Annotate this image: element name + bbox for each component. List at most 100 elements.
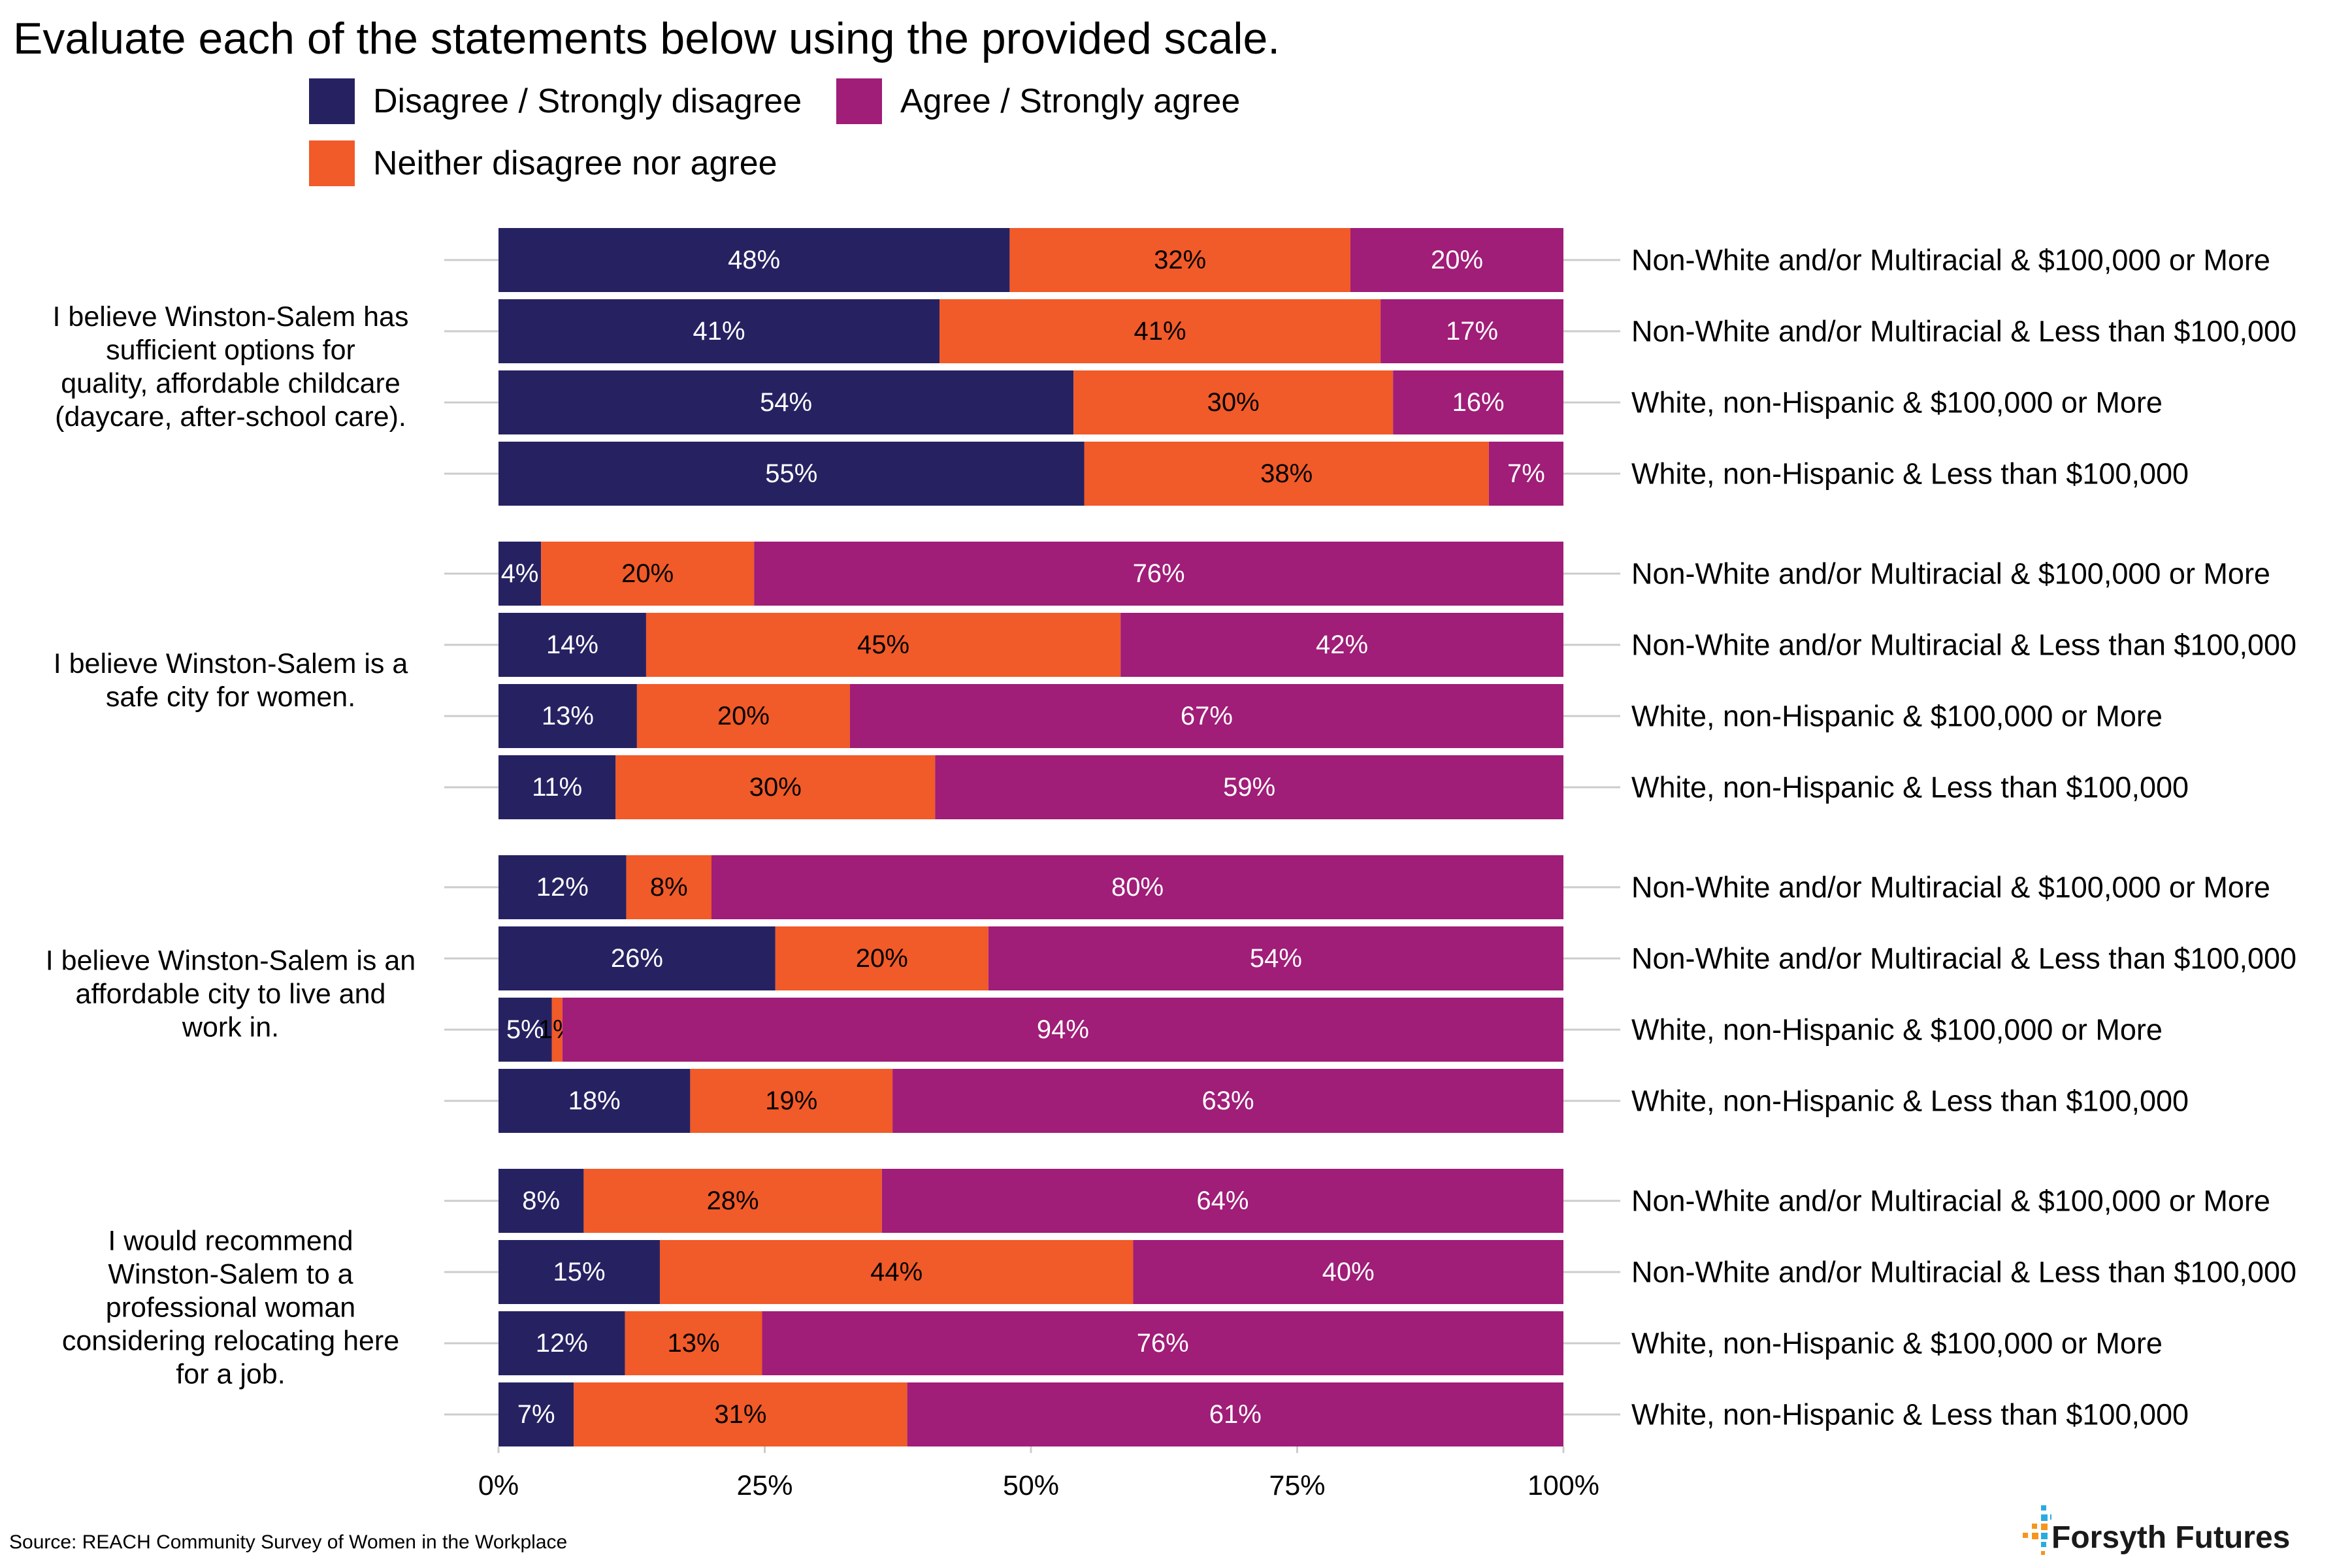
data-label-neither-g4-r4: 31% <box>714 1400 766 1429</box>
data-label-agree-g4-r1: 64% <box>1196 1186 1249 1215</box>
x-tick-label: 50% <box>1003 1470 1059 1501</box>
data-label-neither-g1-r1: 32% <box>1154 246 1206 274</box>
data-label-agree-g4-r4: 61% <box>1209 1400 1262 1429</box>
bar-disagree-g2-r2 <box>498 613 646 677</box>
bar-disagree-g2-r4 <box>498 755 616 819</box>
category-label-g1-r4: White, non-Hispanic & Less than $100,000 <box>1631 457 2189 491</box>
category-label-g4-r2: Non-White and/or Multiracial & Less than… <box>1631 1256 2296 1289</box>
statement-label-g3-line1: I believe Winston-Salem is an <box>46 945 416 977</box>
chart-title: Evaluate each of the statements below us… <box>13 14 1281 63</box>
bar-agree-g4-r1 <box>881 1169 1563 1233</box>
category-label-g4-r3: White, non-Hispanic & $100,000 or More <box>1631 1327 2163 1360</box>
data-label-neither-g2-r3: 20% <box>717 702 770 730</box>
data-label-agree-g1-r2: 17% <box>1446 317 1498 346</box>
bar-agree-g4-r2 <box>1133 1240 1563 1304</box>
data-label-disagree-g2-r2: 14% <box>546 630 598 659</box>
bar-agree-g3-r2 <box>988 926 1563 990</box>
data-label-neither-g4-r2: 44% <box>870 1258 923 1286</box>
data-label-agree-g3-r2: 54% <box>1250 944 1302 973</box>
statement-label-g3-line3: work in. <box>182 1012 279 1043</box>
bar-disagree-g3-r4 <box>498 1069 691 1133</box>
data-label-agree-g2-r1: 76% <box>1133 559 1185 588</box>
bar-neither-g3-r2 <box>775 926 988 990</box>
x-tick-label: 75% <box>1269 1470 1325 1501</box>
x-tick-label: 25% <box>736 1470 792 1501</box>
statement-label-g4-line5: for a job. <box>176 1359 285 1390</box>
bar-disagree-g4-r2 <box>498 1240 660 1304</box>
category-label-g1-r2: Non-White and/or Multiracial & Less than… <box>1631 315 2296 348</box>
data-label-agree-g3-r3: 94% <box>1037 1015 1089 1044</box>
legend-item-neither: Neither disagree nor agree <box>309 140 777 186</box>
data-label-disagree-g1-r2: 41% <box>693 317 745 346</box>
data-label-neither-g4-r1: 28% <box>707 1186 759 1215</box>
bar-disagree-g1-r1 <box>498 228 1010 292</box>
legend-item-disagree: Disagree / Strongly disagree <box>309 78 802 124</box>
bar-disagree-g2-r3 <box>498 684 637 748</box>
category-label-g3-r4: White, non-Hispanic & Less than $100,000 <box>1631 1085 2189 1118</box>
statement-label-g2-line2: safe city for women. <box>106 681 355 713</box>
legend-swatch-disagree <box>309 78 355 124</box>
data-label-neither-g1-r4: 38% <box>1260 459 1313 488</box>
data-label-disagree-g1-r3: 54% <box>760 388 812 417</box>
bar-agree-g1-r3 <box>1393 370 1563 434</box>
category-label-g1-r1: Non-White and/or Multiracial & $100,000 … <box>1631 244 2270 277</box>
bar-disagree-g2-r1 <box>498 542 542 606</box>
data-label-agree-g4-r3: 76% <box>1137 1329 1189 1358</box>
legend-swatch-neither <box>309 140 355 186</box>
x-tick-label: 0% <box>478 1470 519 1501</box>
statement-label-g4-line3: professional woman <box>106 1292 355 1324</box>
data-label-agree-g1-r1: 20% <box>1431 246 1483 274</box>
bar-disagree-g1-r2 <box>498 299 940 363</box>
bar-neither-g2-r2 <box>645 613 1121 677</box>
bar-neither-g4-r4 <box>574 1382 907 1446</box>
bar-neither-g3-r1 <box>626 855 711 919</box>
legend-swatch-agree <box>836 78 882 124</box>
source-note: Source: REACH Community Survey of Women … <box>9 1531 568 1553</box>
data-label-neither-g4-r3: 13% <box>668 1329 720 1358</box>
data-label-disagree-g4-r4: 7% <box>517 1400 555 1429</box>
data-label-disagree-g1-r4: 55% <box>765 459 817 488</box>
data-label-disagree-g2-r1: 4% <box>501 559 539 588</box>
legend-label-neither: Neither disagree nor agree <box>373 144 777 182</box>
bar-agree-g2-r2 <box>1120 613 1563 677</box>
data-label-disagree-g3-r1: 12% <box>536 873 589 902</box>
category-label-g4-r1: Non-White and/or Multiracial & $100,000 … <box>1631 1184 2270 1218</box>
bar-neither-g1-r3 <box>1073 370 1394 434</box>
bar-neither-g2-r4 <box>615 755 936 819</box>
bar-agree-g3-r1 <box>711 855 1563 919</box>
data-label-disagree-g1-r1: 48% <box>728 246 780 274</box>
data-label-agree-g2-r2: 42% <box>1316 630 1368 659</box>
statement-label-g4-line4: considering relocating here <box>62 1326 399 1357</box>
category-label-g3-r2: Non-White and/or Multiracial & Less than… <box>1631 942 2296 975</box>
bar-neither-g1-r1 <box>1009 228 1350 292</box>
legend-label-agree: Agree / Strongly agree <box>900 82 1241 120</box>
bar-disagree-g1-r3 <box>498 370 1074 434</box>
bar-disagree-g3-r2 <box>498 926 776 990</box>
category-label-g3-r1: Non-White and/or Multiracial & $100,000 … <box>1631 871 2270 904</box>
data-label-disagree-g2-r4: 11% <box>532 773 582 802</box>
category-label-g2-r4: White, non-Hispanic & Less than $100,000 <box>1631 771 2189 804</box>
data-label-agree-g3-r4: 63% <box>1202 1086 1254 1115</box>
bar-neither-g4-r2 <box>659 1240 1134 1304</box>
statement-label-g1-line2: sufficient options for <box>106 335 355 366</box>
statement-label-g1-line4: (daycare, after-school care). <box>55 401 406 433</box>
data-label-disagree-g4-r2: 15% <box>553 1258 605 1286</box>
bar-agree-g3-r4 <box>892 1069 1563 1133</box>
category-label-g4-r4: White, non-Hispanic & Less than $100,000 <box>1631 1398 2189 1431</box>
data-label-disagree-g4-r3: 12% <box>536 1329 588 1358</box>
brand-name: Forsyth Futures <box>2051 1520 2291 1555</box>
data-label-neither-g2-r1: 20% <box>621 559 674 588</box>
data-label-disagree-g2-r3: 13% <box>542 702 594 730</box>
bar-disagree-g4-r4 <box>498 1382 574 1446</box>
category-label-g2-r3: White, non-Hispanic & $100,000 or More <box>1631 700 2163 733</box>
category-label-g2-r2: Non-White and/or Multiracial & Less than… <box>1631 629 2296 662</box>
brand-logo: Forsyth Futures <box>1999 1503 2313 1561</box>
bar-disagree-g4-r3 <box>498 1311 625 1375</box>
legend-item-agree: Agree / Strongly agree <box>836 78 1240 124</box>
data-label-disagree-g3-r4: 18% <box>568 1086 621 1115</box>
bar-disagree-g1-r4 <box>498 442 1085 506</box>
data-label-agree-g1-r4: 7% <box>1507 459 1545 488</box>
forsyth-futures-logo-icon <box>2023 1505 2051 1555</box>
statement-label-g2-line1: I believe Winston-Salem is a <box>54 648 408 679</box>
data-label-neither-g1-r3: 30% <box>1207 388 1260 417</box>
